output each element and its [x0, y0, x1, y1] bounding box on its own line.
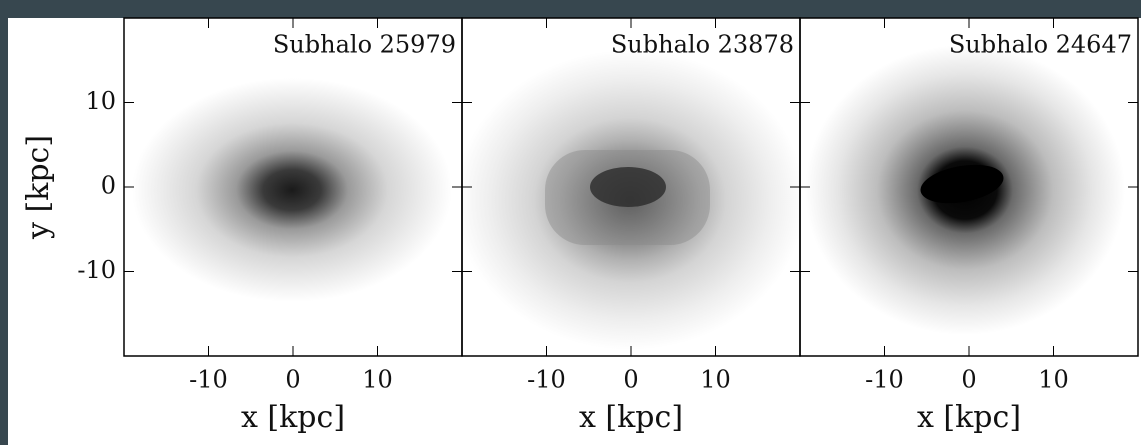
y-tick-label: -10: [77, 256, 116, 284]
y-tick-label: 10: [85, 87, 116, 115]
panel-title: Subhalo 25979: [273, 31, 456, 59]
x-tick-label: 0: [285, 366, 300, 394]
x-tick-label: 10: [700, 366, 731, 394]
x-tick-label: 10: [1038, 366, 1069, 394]
y-tick-label: 0: [101, 172, 116, 200]
x-tick-label: -10: [189, 366, 228, 394]
x-axis-label: x [kpc]: [579, 400, 683, 435]
y-axis-label: y [kpc]: [21, 135, 56, 240]
x-axis-label: x [kpc]: [241, 400, 345, 435]
x-tick-label: 0: [623, 366, 638, 394]
x-tick-label: -10: [527, 366, 566, 394]
panel-title: Subhalo 23878: [611, 31, 794, 59]
x-axis-label: x [kpc]: [917, 400, 1021, 435]
image-panel: [124, 18, 462, 356]
image-panel: [800, 18, 1138, 356]
x-tick-label: 10: [362, 366, 393, 394]
x-tick-label: 0: [961, 366, 976, 394]
panel-title: Subhalo 24647: [949, 31, 1132, 59]
image-panel: [462, 18, 800, 356]
x-tick-label: -10: [865, 366, 904, 394]
